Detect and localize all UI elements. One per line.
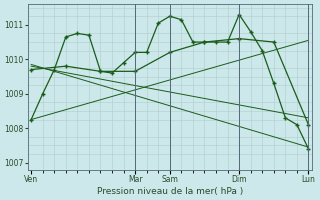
X-axis label: Pression niveau de la mer( hPa ): Pression niveau de la mer( hPa ) xyxy=(97,187,243,196)
